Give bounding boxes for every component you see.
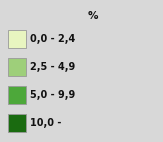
Bar bbox=[8, 58, 26, 76]
Text: %: % bbox=[88, 11, 98, 21]
Bar bbox=[8, 30, 26, 48]
Bar bbox=[8, 114, 26, 132]
Text: 0,0 - 2,4: 0,0 - 2,4 bbox=[30, 34, 75, 44]
Text: 10,0 -: 10,0 - bbox=[30, 118, 61, 128]
Text: 5,0 - 9,9: 5,0 - 9,9 bbox=[30, 90, 75, 100]
Bar bbox=[8, 86, 26, 104]
Text: 2,5 - 4,9: 2,5 - 4,9 bbox=[30, 62, 75, 72]
